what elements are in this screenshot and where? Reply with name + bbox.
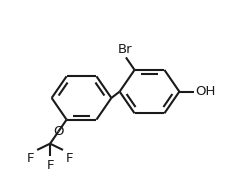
Text: Br: Br: [118, 43, 132, 56]
Text: F: F: [27, 152, 34, 165]
Text: O: O: [53, 125, 64, 138]
Text: F: F: [46, 159, 54, 172]
Text: F: F: [66, 152, 73, 165]
Text: OH: OH: [195, 85, 216, 98]
